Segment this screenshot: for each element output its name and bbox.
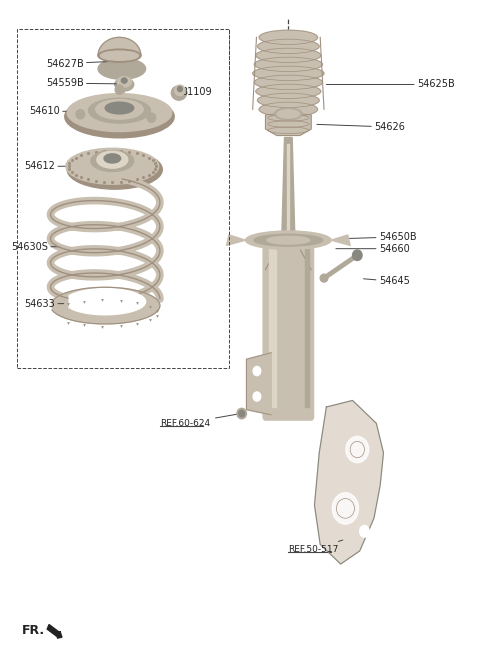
Text: FR.: FR. — [22, 624, 45, 637]
Polygon shape — [69, 288, 145, 315]
Ellipse shape — [239, 410, 245, 417]
Text: 54610: 54610 — [29, 106, 73, 116]
Ellipse shape — [178, 87, 182, 92]
Polygon shape — [331, 235, 350, 246]
Ellipse shape — [257, 93, 319, 108]
Text: 54612: 54612 — [24, 161, 72, 171]
Ellipse shape — [147, 113, 156, 122]
Ellipse shape — [277, 110, 300, 118]
Text: 54650B: 54650B — [336, 232, 416, 242]
Text: 54633: 54633 — [24, 299, 64, 309]
Polygon shape — [282, 137, 295, 244]
Text: REF.50-517: REF.50-517 — [288, 540, 343, 554]
Ellipse shape — [246, 231, 331, 250]
Ellipse shape — [257, 39, 319, 54]
Ellipse shape — [256, 48, 321, 62]
Polygon shape — [98, 37, 141, 56]
Ellipse shape — [360, 526, 369, 537]
FancyArrow shape — [47, 625, 62, 638]
Ellipse shape — [267, 235, 309, 243]
Ellipse shape — [254, 75, 323, 89]
Ellipse shape — [66, 148, 159, 184]
Ellipse shape — [67, 150, 162, 189]
Polygon shape — [265, 240, 311, 269]
Ellipse shape — [259, 102, 318, 116]
Ellipse shape — [98, 49, 141, 62]
Ellipse shape — [91, 150, 134, 171]
Ellipse shape — [265, 233, 311, 245]
Ellipse shape — [105, 102, 134, 114]
Ellipse shape — [175, 85, 185, 96]
FancyBboxPatch shape — [269, 249, 276, 407]
FancyBboxPatch shape — [270, 327, 299, 417]
Polygon shape — [246, 353, 271, 415]
Ellipse shape — [117, 77, 132, 87]
Ellipse shape — [346, 436, 369, 463]
Text: 54645: 54645 — [363, 277, 409, 286]
Ellipse shape — [115, 85, 124, 95]
Ellipse shape — [171, 86, 187, 100]
Ellipse shape — [121, 78, 127, 83]
Ellipse shape — [76, 110, 84, 119]
Text: 54630S: 54630S — [11, 242, 59, 252]
Text: 54625B: 54625B — [326, 79, 455, 89]
Ellipse shape — [320, 274, 328, 282]
Ellipse shape — [256, 84, 321, 99]
Text: 54626: 54626 — [317, 122, 405, 132]
Polygon shape — [52, 287, 160, 324]
Ellipse shape — [65, 95, 174, 138]
Ellipse shape — [253, 392, 261, 401]
Ellipse shape — [115, 78, 134, 91]
Ellipse shape — [97, 151, 128, 168]
Ellipse shape — [237, 408, 246, 419]
Text: 54559B: 54559B — [46, 78, 117, 88]
Ellipse shape — [259, 30, 318, 45]
Ellipse shape — [98, 58, 145, 79]
Ellipse shape — [88, 98, 150, 123]
Text: 54660: 54660 — [336, 244, 409, 254]
Text: REF.60-624: REF.60-624 — [160, 414, 238, 428]
Polygon shape — [314, 401, 384, 564]
Text: 54627B: 54627B — [46, 58, 108, 68]
Ellipse shape — [332, 493, 359, 524]
Ellipse shape — [104, 154, 120, 163]
Ellipse shape — [267, 237, 310, 244]
Ellipse shape — [254, 57, 323, 72]
Ellipse shape — [254, 235, 323, 246]
Polygon shape — [265, 114, 311, 135]
Ellipse shape — [253, 367, 261, 376]
FancyBboxPatch shape — [263, 236, 313, 420]
FancyBboxPatch shape — [305, 249, 309, 407]
FancyBboxPatch shape — [287, 144, 288, 237]
Ellipse shape — [275, 108, 302, 120]
Text: 31109: 31109 — [181, 87, 212, 97]
Ellipse shape — [67, 94, 172, 131]
Ellipse shape — [252, 66, 324, 81]
Ellipse shape — [352, 250, 362, 260]
Polygon shape — [227, 235, 246, 246]
Ellipse shape — [100, 51, 139, 60]
Ellipse shape — [96, 99, 143, 119]
